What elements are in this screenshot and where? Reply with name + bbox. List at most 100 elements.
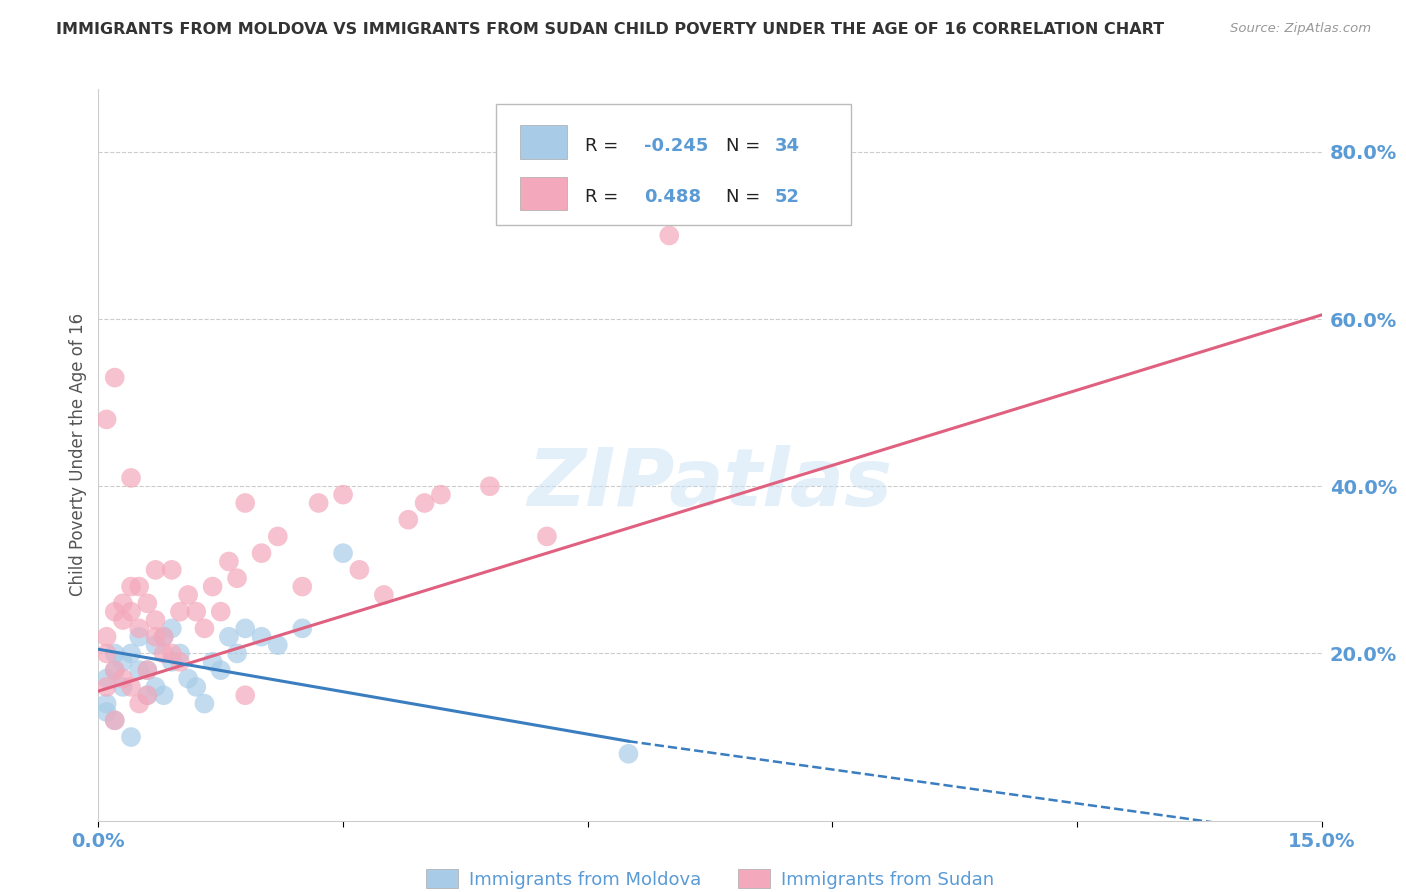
Bar xyxy=(520,177,567,210)
Point xyxy=(96,647,118,661)
Text: ZIPatlas: ZIPatlas xyxy=(527,445,893,524)
Y-axis label: Child Poverty Under the Age of 16: Child Poverty Under the Age of 16 xyxy=(69,313,87,597)
Legend: Immigrants from Moldova, Immigrants from Sudan: Immigrants from Moldova, Immigrants from… xyxy=(419,862,1001,892)
Point xyxy=(226,647,249,661)
Point xyxy=(332,488,354,502)
Point xyxy=(96,672,118,686)
Point xyxy=(373,588,395,602)
Text: R =: R = xyxy=(585,187,630,206)
Point xyxy=(120,471,142,485)
Point xyxy=(218,630,240,644)
Point xyxy=(169,647,191,661)
Point xyxy=(111,680,134,694)
Point xyxy=(96,412,118,426)
Point xyxy=(233,621,256,635)
Point xyxy=(152,688,174,702)
Point xyxy=(233,688,256,702)
Text: 52: 52 xyxy=(775,187,800,206)
Point xyxy=(160,563,183,577)
Point xyxy=(169,605,191,619)
Point xyxy=(349,563,371,577)
Point xyxy=(430,488,453,502)
Point xyxy=(111,672,134,686)
Bar xyxy=(520,126,567,159)
Point xyxy=(104,714,127,728)
Point xyxy=(96,630,118,644)
Point xyxy=(233,496,256,510)
Point xyxy=(120,647,142,661)
Point xyxy=(136,663,159,677)
Text: -0.245: -0.245 xyxy=(644,136,709,154)
Text: IMMIGRANTS FROM MOLDOVA VS IMMIGRANTS FROM SUDAN CHILD POVERTY UNDER THE AGE OF : IMMIGRANTS FROM MOLDOVA VS IMMIGRANTS FR… xyxy=(56,22,1164,37)
Point xyxy=(617,747,640,761)
Point xyxy=(96,697,118,711)
Point xyxy=(396,513,419,527)
Point xyxy=(308,496,330,510)
Point xyxy=(128,663,150,677)
Point xyxy=(120,605,142,619)
Point xyxy=(152,630,174,644)
FancyBboxPatch shape xyxy=(496,103,851,225)
Point xyxy=(177,672,200,686)
Point xyxy=(136,688,159,702)
Point xyxy=(267,529,290,543)
Point xyxy=(186,680,208,694)
Point xyxy=(104,647,127,661)
Point xyxy=(152,647,174,661)
Point xyxy=(145,630,167,644)
Point xyxy=(145,680,167,694)
Point xyxy=(332,546,354,560)
Point xyxy=(120,730,142,744)
Point xyxy=(128,697,150,711)
Point xyxy=(218,554,240,568)
Point xyxy=(536,529,558,543)
Point xyxy=(291,621,314,635)
Point xyxy=(96,705,118,719)
Point xyxy=(201,655,224,669)
Point xyxy=(160,621,183,635)
Point xyxy=(104,663,127,677)
Point xyxy=(267,638,290,652)
Point xyxy=(136,663,159,677)
Point xyxy=(193,621,215,635)
Point xyxy=(186,605,208,619)
Point xyxy=(120,580,142,594)
Point xyxy=(128,630,150,644)
Point xyxy=(209,605,232,619)
Text: N =: N = xyxy=(725,136,766,154)
Point xyxy=(291,580,314,594)
Point xyxy=(160,655,183,669)
Point xyxy=(193,697,215,711)
Point xyxy=(250,546,273,560)
Text: 34: 34 xyxy=(775,136,800,154)
Point xyxy=(111,655,134,669)
Point xyxy=(136,688,159,702)
Point xyxy=(104,605,127,619)
Point xyxy=(145,563,167,577)
Point xyxy=(145,638,167,652)
Point xyxy=(177,588,200,602)
Point xyxy=(104,370,127,384)
Point xyxy=(145,613,167,627)
Point xyxy=(111,613,134,627)
Point xyxy=(96,680,118,694)
Point xyxy=(160,647,183,661)
Point xyxy=(478,479,501,493)
Point xyxy=(136,596,159,610)
Point xyxy=(201,580,224,594)
Text: N =: N = xyxy=(725,187,766,206)
Text: 0.488: 0.488 xyxy=(644,187,702,206)
Point xyxy=(169,655,191,669)
Point xyxy=(413,496,436,510)
Point xyxy=(104,714,127,728)
Point xyxy=(128,580,150,594)
Point xyxy=(658,228,681,243)
Point xyxy=(111,596,134,610)
Point xyxy=(250,630,273,644)
Text: Source: ZipAtlas.com: Source: ZipAtlas.com xyxy=(1230,22,1371,36)
Point xyxy=(209,663,232,677)
Point xyxy=(104,663,127,677)
Point xyxy=(120,680,142,694)
Point xyxy=(226,571,249,585)
Point xyxy=(152,630,174,644)
